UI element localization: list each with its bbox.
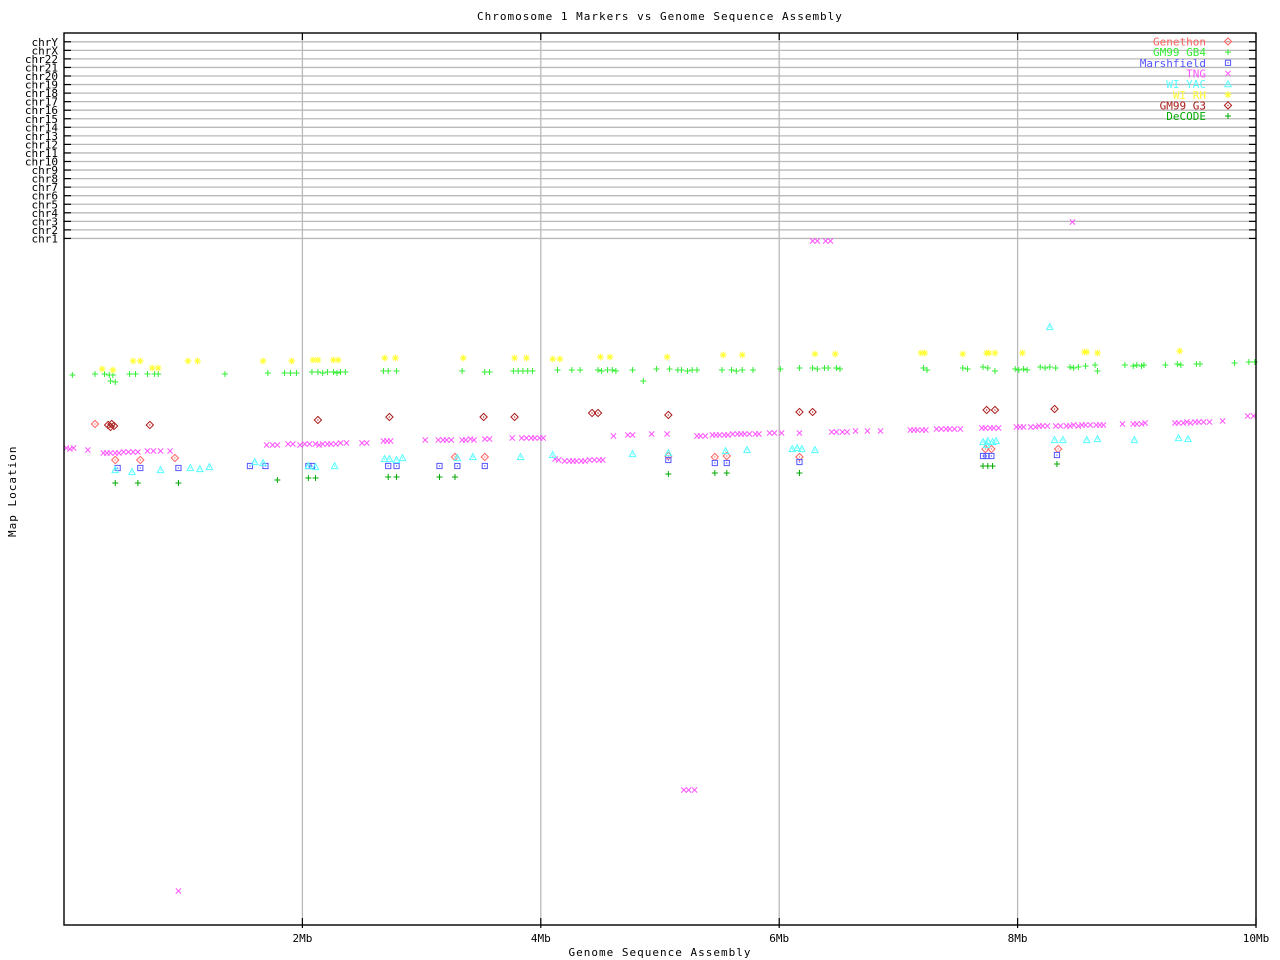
svg-text:WI YAC: WI YAC — [1166, 78, 1206, 91]
svg-text:6Mb: 6Mb — [769, 932, 789, 945]
x-axis-title: Genome Sequence Assembly — [568, 946, 752, 959]
svg-text:chr5: chr5 — [32, 198, 59, 211]
legend-item-tng: TNG — [1186, 67, 1231, 80]
legend-item-gm99-g3: GM99 G3 — [1160, 99, 1233, 112]
svg-text:chr6: chr6 — [32, 190, 59, 203]
svg-text:2Mb: 2Mb — [292, 932, 312, 945]
svg-text:chr4: chr4 — [32, 207, 59, 220]
svg-text:TNG: TNG — [1186, 67, 1206, 80]
svg-text:chr3: chr3 — [32, 215, 59, 228]
svg-text:DeCODE: DeCODE — [1166, 110, 1206, 123]
svg-text:chr7: chr7 — [32, 181, 59, 194]
svg-text:WI RH: WI RH — [1173, 89, 1206, 102]
chart-title: Chromosome 1 Markers vs Genome Sequence … — [477, 10, 843, 23]
svg-text:Marshfield: Marshfield — [1140, 57, 1206, 70]
svg-text:4Mb: 4Mb — [531, 932, 551, 945]
axis-ticks — [64, 33, 1257, 928]
svg-text:chr17: chr17 — [25, 96, 58, 109]
legend-item-wi-rh: WI RH — [1173, 89, 1232, 102]
y-tick-labels: chrYchrXchr22chr21chr20chr19chr18chr17ch… — [25, 36, 58, 246]
svg-text:chr10: chr10 — [25, 156, 58, 169]
legend-item-wi-yac: WI YAC — [1166, 78, 1233, 91]
svg-text:GM99 GB4: GM99 GB4 — [1153, 46, 1206, 59]
series-tng — [63, 219, 1257, 894]
svg-text:10Mb: 10Mb — [1243, 932, 1270, 945]
svg-text:chr1: chr1 — [32, 232, 59, 245]
svg-text:chr19: chr19 — [25, 79, 58, 92]
legend-item-decode: DeCODE — [1166, 110, 1231, 123]
svg-text:GM99 G3: GM99 G3 — [1160, 99, 1206, 112]
svg-text:chr14: chr14 — [25, 121, 58, 134]
legend-item-gm99-gb4: GM99 GB4 — [1153, 46, 1231, 59]
svg-text:chrX: chrX — [32, 44, 59, 57]
svg-text:chrY: chrY — [32, 36, 59, 49]
series-wi-rh — [98, 347, 1184, 374]
series-marshfield — [114, 451, 1061, 472]
svg-text:chr15: chr15 — [25, 113, 58, 126]
svg-text:chr13: chr13 — [25, 130, 58, 143]
svg-text:chr2: chr2 — [32, 224, 59, 237]
svg-text:8Mb: 8Mb — [1008, 932, 1028, 945]
svg-text:chr12: chr12 — [25, 138, 58, 151]
mb-gridlines — [301, 33, 1019, 925]
series-gm99-gb4 — [69, 359, 1258, 385]
svg-text:chr16: chr16 — [25, 104, 58, 117]
svg-text:chr9: chr9 — [32, 164, 59, 177]
series-gm99-g3 — [103, 404, 1059, 432]
svg-text:chr20: chr20 — [25, 70, 58, 83]
svg-text:Genethon: Genethon — [1153, 36, 1206, 49]
chromosome-gridlines — [64, 41, 1256, 240]
x-tick-labels: 2Mb 4Mb 6Mb 8Mb 10Mb — [292, 932, 1269, 945]
svg-text:chr11: chr11 — [25, 147, 58, 160]
series-decode — [112, 461, 1060, 486]
legend-item-genethon: Genethon — [1153, 36, 1233, 49]
svg-text:chr22: chr22 — [25, 53, 58, 66]
svg-text:chr8: chr8 — [32, 173, 59, 186]
series-genethon — [90, 419, 1063, 465]
svg-text:chr18: chr18 — [25, 87, 58, 100]
plot-border — [63, 32, 1257, 926]
legend-item-marshfield: Marshfield — [1140, 57, 1232, 70]
svg-text:chr21: chr21 — [25, 61, 58, 74]
series-wi-yac — [111, 322, 1193, 476]
